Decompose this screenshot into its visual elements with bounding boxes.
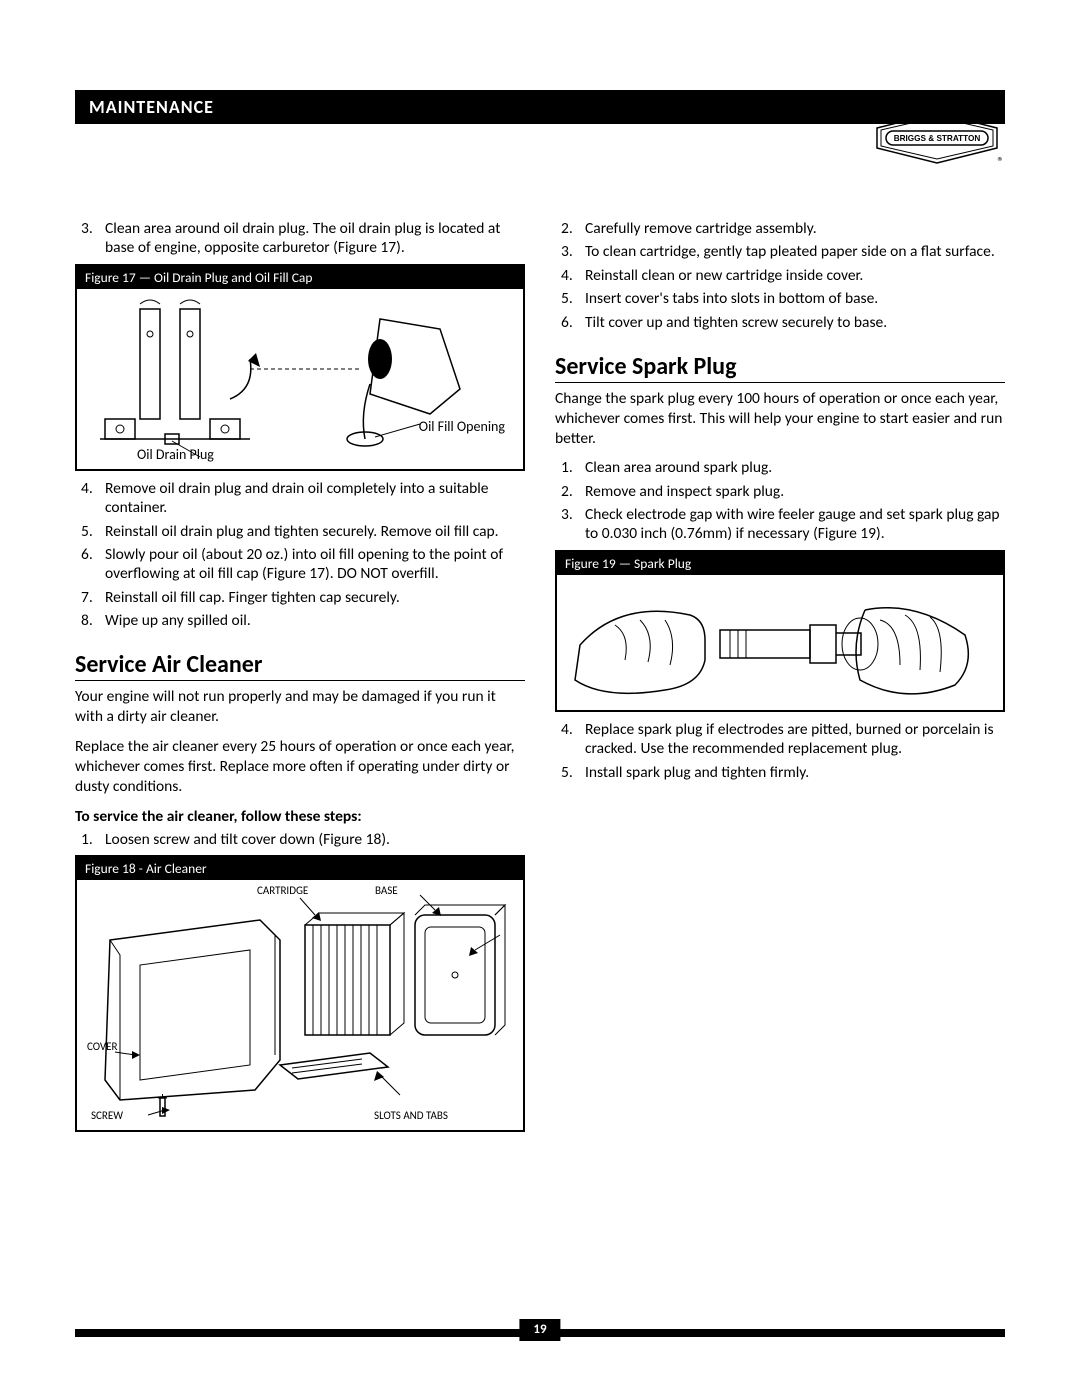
list-item: 3.To clean cartridge, gently tap pleated…: [555, 242, 1005, 261]
figure-17-body: Oil Drain Plug Oil Fill Opening: [77, 289, 523, 469]
page-number: 19: [519, 1319, 560, 1341]
list-item-text: To clean cartridge, gently tap pleated p…: [585, 242, 1005, 261]
registered-mark: ®: [997, 155, 1004, 170]
list-item-number: 3.: [75, 219, 105, 258]
list-item: 1.Clean area around spark plug.: [555, 458, 1005, 477]
list-item: 4.Replace spark plug if electrodes are p…: [555, 720, 1005, 759]
figure-17-title: Figure 17 — Oil Drain Plug and Oil Fill …: [77, 266, 523, 289]
list-item-number: 6.: [555, 313, 585, 332]
list-item-text: Remove and inspect spark plug.: [585, 482, 1005, 501]
list-item-text: Carefully remove cartridge assembly.: [585, 219, 1005, 238]
list-item-text: Tilt cover up and tighten screw securely…: [585, 313, 1005, 332]
spark-steps-bottom: 4.Replace spark plug if electrodes are p…: [555, 720, 1005, 782]
page: MAINTENANCE BRIGGS & STRATTON ® 3.Clean …: [0, 0, 1080, 1200]
spark-plug-p1: Change the spark plug every 100 hours of…: [555, 389, 1005, 448]
figure-18-label-base: BASE: [375, 884, 398, 897]
figure-18-label-screw: SCREW: [91, 1109, 123, 1122]
list-item: 1.Loosen screw and tilt cover down (Figu…: [75, 830, 525, 849]
list-item-number: 1.: [555, 458, 585, 477]
list-item-number: 6.: [75, 545, 105, 584]
list-item-number: 3.: [555, 505, 585, 544]
list-item-text: Reinstall oil drain plug and tighten sec…: [105, 522, 525, 541]
spark-plug-heading: Service Spark Plug: [555, 352, 1005, 383]
content-columns: 3.Clean area around oil drain plug. The …: [75, 219, 1005, 1140]
right-column: 2.Carefully remove cartridge assembly.3.…: [555, 219, 1005, 1140]
air-cleaner-steps: 1.Loosen screw and tilt cover down (Figu…: [75, 830, 525, 849]
list-item-number: 2.: [555, 219, 585, 238]
list-item-number: 3.: [555, 242, 585, 261]
air-cleaner-heading: Service Air Cleaner: [75, 650, 525, 681]
list-item: 7.Reinstall oil fill cap. Finger tighten…: [75, 588, 525, 607]
brand-logo: BRIGGS & STRATTON ®: [872, 108, 1002, 168]
list-item: 6.Slowly pour oil (about 20 oz.) into oi…: [75, 545, 525, 584]
list-item: 2.Remove and inspect spark plug.: [555, 482, 1005, 501]
list-item-number: 4.: [75, 479, 105, 518]
figure-18: Figure 18 - Air Cleaner: [75, 855, 525, 1132]
list-item-text: Clean area around oil drain plug. The oi…: [105, 219, 525, 258]
list-item-number: 5.: [555, 763, 585, 782]
list-item-text: Reinstall oil fill cap. Finger tighten c…: [105, 588, 525, 607]
list-item: 3.Check electrode gap with wire feeler g…: [555, 505, 1005, 544]
list-item-text: Replace spark plug if electrodes are pit…: [585, 720, 1005, 759]
figure-18-label-slots: SLOTS AND TABS: [371, 1109, 451, 1122]
list-item: 8.Wipe up any spilled oil.: [75, 611, 525, 630]
list-item-number: 4.: [555, 720, 585, 759]
figure-17: Figure 17 — Oil Drain Plug and Oil Fill …: [75, 264, 525, 471]
list-item: 5.Insert cover's tabs into slots in bott…: [555, 289, 1005, 308]
list-item-text: Install spark plug and tighten firmly.: [585, 763, 1005, 782]
list-item: 5.Reinstall oil drain plug and tighten s…: [75, 522, 525, 541]
figure-19-body: [557, 575, 1003, 710]
list-item-number: 4.: [555, 266, 585, 285]
list-item: 6.Tilt cover up and tighten screw secure…: [555, 313, 1005, 332]
figure-19: Figure 19 — Spark Plug: [555, 550, 1005, 712]
list-item-number: 1.: [75, 830, 105, 849]
list-item-number: 8.: [75, 611, 105, 630]
air-cleaner-lead: To service the air cleaner, follow these…: [75, 807, 525, 826]
list-item: 4.Reinstall clean or new cartridge insid…: [555, 266, 1005, 285]
list-item-text: Remove oil drain plug and drain oil comp…: [105, 479, 525, 518]
section-header-bar: MAINTENANCE: [75, 90, 1005, 124]
oil-steps-top: 3.Clean area around oil drain plug. The …: [75, 219, 525, 258]
list-item: 5.Install spark plug and tighten firmly.: [555, 763, 1005, 782]
list-item-text: Slowly pour oil (about 20 oz.) into oil …: [105, 545, 525, 584]
section-header-title: MAINTENANCE: [89, 96, 214, 118]
list-item-text: Loosen screw and tilt cover down (Figure…: [105, 830, 525, 849]
figure-18-label-cover: COVER: [87, 1040, 118, 1053]
list-item: 3.Clean area around oil drain plug. The …: [75, 219, 525, 258]
air-cleaner-p1: Your engine will not run properly and ma…: [75, 687, 525, 727]
list-item-number: 5.: [555, 289, 585, 308]
left-column: 3.Clean area around oil drain plug. The …: [75, 219, 525, 1140]
list-item-text: Reinstall clean or new cartridge inside …: [585, 266, 1005, 285]
figure-17-label-drain: Oil Drain Plug: [137, 446, 214, 463]
list-item-text: Check electrode gap with wire feeler gau…: [585, 505, 1005, 544]
figure-18-label-cartridge: CARTRIDGE: [257, 884, 308, 897]
list-item-number: 5.: [75, 522, 105, 541]
list-item-text: Clean area around spark plug.: [585, 458, 1005, 477]
figure-19-title: Figure 19 — Spark Plug: [557, 552, 1003, 575]
list-item-number: 7.: [75, 588, 105, 607]
list-item-text: Wipe up any spilled oil.: [105, 611, 525, 630]
figure-18-title: Figure 18 - Air Cleaner: [77, 857, 523, 880]
list-item-number: 2.: [555, 482, 585, 501]
spark-steps-top: 1.Clean area around spark plug.2.Remove …: [555, 458, 1005, 544]
oil-steps-bottom: 4.Remove oil drain plug and drain oil co…: [75, 479, 525, 631]
figure-17-label-fill: Oil Fill Opening: [419, 418, 505, 435]
brand-text: BRIGGS & STRATTON: [894, 134, 981, 143]
air-cleaner-steps-cont: 2.Carefully remove cartridge assembly.3.…: [555, 219, 1005, 332]
air-cleaner-p2: Replace the air cleaner every 25 hours o…: [75, 737, 525, 796]
list-item: 2.Carefully remove cartridge assembly.: [555, 219, 1005, 238]
list-item-text: Insert cover's tabs into slots in bottom…: [585, 289, 1005, 308]
figure-18-body: CARTRIDGE BASE COVER SCREW SLOTS AND TAB…: [77, 880, 523, 1130]
list-item: 4.Remove oil drain plug and drain oil co…: [75, 479, 525, 518]
